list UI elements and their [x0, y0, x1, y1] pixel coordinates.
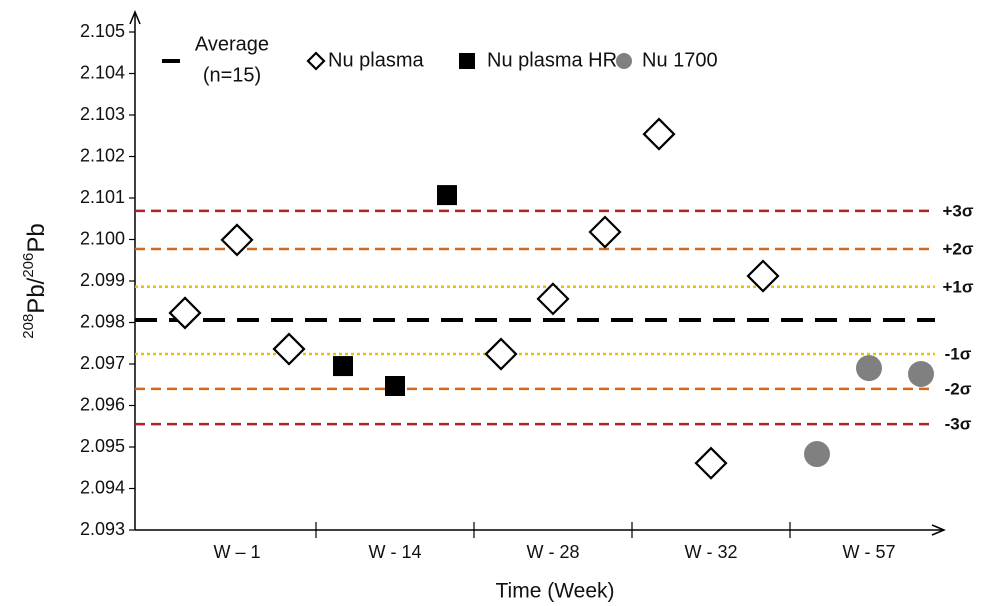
- y-tick-label: 2.105: [80, 21, 125, 41]
- diamond-marker: [588, 215, 622, 249]
- legend-label: Nu 1700: [642, 49, 718, 71]
- legend-label: Nu plasma HR: [487, 49, 617, 71]
- y-tick-label: 2.096: [80, 394, 125, 414]
- diamond-marker: [272, 332, 306, 366]
- y-tick-label: 2.101: [80, 187, 125, 207]
- x-tick-label: W - 57: [842, 542, 895, 562]
- legend-label: Average: [195, 33, 269, 55]
- x-tick-label: W - 14: [368, 542, 421, 562]
- y-tick-label: 2.098: [80, 311, 125, 331]
- y-tick-label: 2.094: [80, 477, 125, 497]
- x-axis-arrow: [931, 524, 946, 536]
- y-tick-label: 2.093: [80, 519, 125, 539]
- legend-swatch: [306, 51, 326, 71]
- reference-label: +2σ: [942, 240, 973, 259]
- y-axis-arrow: [129, 10, 141, 25]
- reference-label: +1σ: [942, 277, 973, 296]
- circle-marker: [908, 360, 934, 387]
- diamond-marker: [536, 282, 570, 316]
- y-axis-label-part: 208: [20, 314, 37, 339]
- diamond-marker: [746, 259, 780, 293]
- y-tick-label: 2.102: [80, 145, 125, 165]
- legend-swatch: [459, 53, 475, 69]
- y-axis-label-part: Pb/: [23, 277, 50, 313]
- x-axis-label: Time (Week): [495, 580, 614, 603]
- reference-label: -2σ: [945, 379, 972, 398]
- diamond-marker: [220, 223, 254, 257]
- y-tick-label: 2.097: [80, 353, 125, 373]
- x-tick-label: W - 28: [526, 542, 579, 562]
- square-marker: [437, 185, 457, 206]
- legend-label: Nu plasma: [328, 49, 424, 71]
- legend-label: (n=15): [203, 64, 261, 86]
- reference-label: -1σ: [945, 345, 972, 364]
- y-tick-label: 2.100: [80, 228, 125, 248]
- square-marker: [385, 375, 405, 396]
- diamond-marker: [642, 117, 676, 151]
- y-axis-label-part: Pb: [23, 223, 50, 252]
- x-tick-label: W - 32: [684, 542, 737, 562]
- diamond-marker: [168, 296, 202, 330]
- reference-label: +3σ: [942, 201, 973, 220]
- y-tick-label: 2.104: [80, 62, 125, 82]
- reference-label: -3σ: [945, 415, 972, 434]
- circle-marker: [856, 355, 882, 382]
- y-tick-label: 2.103: [80, 104, 125, 124]
- y-tick-label: 2.095: [80, 436, 125, 456]
- y-tick-label: 2.099: [80, 270, 125, 290]
- circle-marker: [804, 441, 830, 468]
- legend-swatch: [616, 53, 632, 69]
- square-marker: [333, 356, 353, 377]
- diamond-marker: [694, 446, 728, 480]
- x-tick-label: W – 1: [213, 542, 260, 562]
- diamond-marker: [484, 337, 518, 371]
- y-axis-label: 208Pb/206Pb: [20, 223, 50, 338]
- y-axis-label-part: 206: [20, 253, 37, 278]
